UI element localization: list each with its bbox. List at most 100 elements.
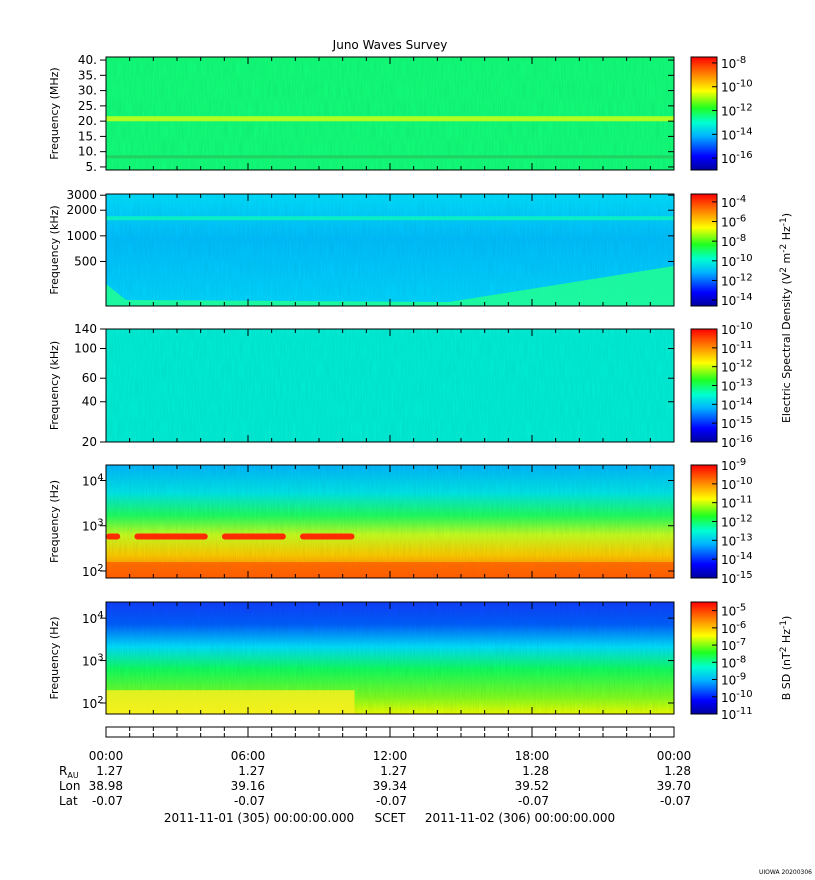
colorbar-tick-label: 10-15 <box>721 570 753 586</box>
y-tick-label: 102 <box>82 563 104 579</box>
colorbar-tick-label: 10-12 <box>721 272 753 288</box>
ephemeris-value: 1.27 <box>238 764 265 778</box>
x-tick-label: 18:00 <box>515 749 550 763</box>
ephemeris-value: 1.27 <box>96 764 123 778</box>
colorbar-tick-label: 10-10 <box>721 476 753 492</box>
y-tick-label: 40. <box>78 53 97 67</box>
colorbar-tick-label: 10-14 <box>721 551 753 567</box>
spectrogram-texture <box>106 329 674 442</box>
colorbar-tick-label: 10-12 <box>721 103 753 119</box>
colorbar-tick-label: 10-13 <box>721 532 753 548</box>
y-axis-label: Frequency (kHz) <box>48 205 61 294</box>
line-580hz <box>300 533 355 540</box>
footer-scet: SCET <box>375 811 407 825</box>
ephemeris-value: 39.34 <box>373 779 407 793</box>
ephemeris-value: -0.07 <box>376 794 407 808</box>
colorbar-tick-label: 10-10 <box>721 689 753 705</box>
ephemeris-row-r: RAU 1.27 1.27 1.27 1.28 1.28 <box>59 764 691 780</box>
colorbar-tick-label: 10-12 <box>721 359 753 375</box>
ephemeris-label: Lon <box>59 779 80 793</box>
colorbar-tick-label: 10-6 <box>721 214 746 230</box>
colorbar-tick-label: 10-11 <box>721 340 753 356</box>
y-axis-label: Frequency (kHz) <box>48 341 61 430</box>
colorbar-tick-label: 10-14 <box>721 126 753 142</box>
spectrogram-texture <box>106 57 674 170</box>
colorbar-tick-label: 10-7 <box>721 637 746 653</box>
y-tick-label: 100 <box>74 342 97 356</box>
time-axis: 00:00 06:00 12:00 18:00 00:00 <box>89 726 692 763</box>
colorbar-tick-label: 10-10 <box>721 79 753 95</box>
ephemeris-value: -0.07 <box>234 794 265 808</box>
colorbar-frame <box>690 193 718 307</box>
x-tick-label: 06:00 <box>231 749 266 763</box>
colorbar-frame <box>690 56 718 171</box>
y-tick-label: 20 <box>82 435 97 449</box>
colorbar-tick-label: 10-6 <box>721 620 746 636</box>
colorbar-tick-label: 10-12 <box>721 514 753 530</box>
y-tick-label: 10. <box>78 145 97 159</box>
chart-title: Juno Waves Survey <box>332 38 448 52</box>
colorbar-tick-label: 10-16 <box>721 434 753 450</box>
y-tick-label: 60 <box>82 371 97 385</box>
ephemeris-row-lon: Lon 38.98 39.16 39.34 39.52 39.70 <box>59 779 691 793</box>
colorbar-tick-label: 10-10 <box>721 321 753 337</box>
ephemeris-value: -0.07 <box>660 794 691 808</box>
colorbar-tick-label: 10-16 <box>721 150 753 166</box>
y-tick-label: 35. <box>78 68 97 82</box>
colorbar-tick-label: 10-8 <box>721 55 746 71</box>
ephemeris-value: -0.07 <box>92 794 123 808</box>
x-tick-label: 00:00 <box>657 749 692 763</box>
colorbar-tick-label: 10-13 <box>721 378 753 394</box>
panel-3: 20 40 60 100 140 Frequency (kHz) 10-16 10-15 10-… <box>48 321 753 450</box>
ephemeris-value: 39.52 <box>515 779 549 793</box>
colorbar-tick-label: 10-5 <box>721 603 746 619</box>
y-tick-label: 40 <box>82 395 97 409</box>
colorbar-tick-label: 10-9 <box>721 457 746 473</box>
y-tick-label: 104 <box>82 610 104 626</box>
band-8mhz <box>106 155 674 159</box>
y-tick-label: 102 <box>82 695 104 711</box>
colorbar <box>691 57 717 170</box>
ephemeris-value: 1.27 <box>380 764 407 778</box>
colorbar-tick-label: 10-14 <box>721 396 753 412</box>
ephemeris-value: 1.28 <box>522 764 549 778</box>
colorbar-tick-label: 10-9 <box>721 672 746 688</box>
y-tick-label: 104 <box>82 472 104 488</box>
y-axis-label: Frequency (Hz) <box>48 480 61 563</box>
credit-stamp: UIOWA 20200306 <box>759 869 812 876</box>
colorbar-tick-label: 10-10 <box>721 253 753 269</box>
colorbar-tick-label: 10-8 <box>721 654 746 670</box>
low-frequency-emission <box>106 266 674 306</box>
y-tick-label: 3000 <box>66 188 97 202</box>
y-tick-label: 25. <box>78 99 97 113</box>
colorbar <box>691 602 717 714</box>
band-1700khz <box>106 216 674 221</box>
ephemeris-row-lat: Lat -0.07 -0.07 -0.07 -0.07 -0.07 <box>59 794 691 808</box>
band-21mhz <box>106 116 674 122</box>
colorbar <box>691 194 717 306</box>
ephemeris-value: 38.98 <box>89 779 123 793</box>
colorbar-tick-label: 10-11 <box>721 706 753 722</box>
colorbar-tick-label: 10-8 <box>721 233 746 249</box>
low-frequency-elevation <box>106 690 355 714</box>
y-tick-label: 140 <box>74 322 97 336</box>
y-tick-label: 103 <box>82 518 104 534</box>
colorbar-label-magnetic: B SD (nT2 Hz-1) <box>779 616 793 701</box>
colorbar-tick-label: 10-11 <box>721 495 753 511</box>
footer-end-time: 2011-11-02 (306) 00:00:00.000 <box>425 811 615 825</box>
ephemeris-label: Lat <box>59 794 78 808</box>
line-580hz <box>106 533 121 540</box>
colorbar-tick-label: 10-14 <box>721 292 753 308</box>
ephemeris-value: -0.07 <box>518 794 549 808</box>
y-axis-label: Frequency (Hz) <box>48 617 61 700</box>
colorbar-label-electric: Electric Spectral Density (V2 m-2 Hz-1) <box>779 213 793 423</box>
y-tick-label: 15. <box>78 129 97 143</box>
line-580hz <box>221 533 286 540</box>
colorbar-tick-label: 10-15 <box>721 415 753 431</box>
x-tick-label: 00:00 <box>89 749 124 763</box>
colorbar-frame <box>690 601 718 715</box>
y-tick-label: 5. <box>86 160 97 174</box>
